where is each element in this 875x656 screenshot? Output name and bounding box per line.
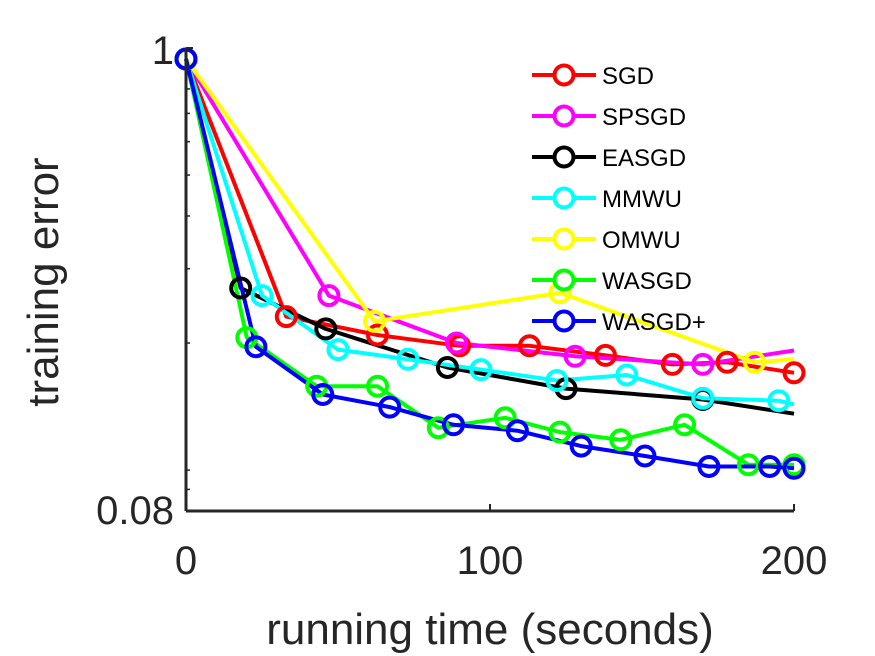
marker-wasgd-plus-6 [569, 434, 593, 458]
marker-wasgd-plus-10 [782, 456, 806, 480]
series-line-wasgd [184, 58, 794, 467]
marker-omwu-1 [363, 309, 386, 333]
marker-mmwu-3 [396, 347, 420, 371]
marker-sgd-1 [274, 305, 298, 329]
marker-wasgd-plus-7 [633, 444, 657, 468]
marker-wasgd-plus-4 [442, 413, 465, 437]
marker-sgd-7 [715, 350, 739, 374]
plot-lines [184, 57, 795, 471]
marker-spsgd-4 [691, 352, 715, 376]
marker-mmwu-5 [545, 369, 569, 392]
marker-mmwu-4 [469, 358, 493, 382]
legend-label-omwu: OMWU [602, 227, 681, 254]
marker-sgd-3 [448, 334, 472, 358]
marker-wasgd-7 [609, 428, 633, 452]
marker-sgd-6 [660, 352, 684, 376]
marker-wasgd-9 [736, 453, 760, 477]
x-tick-label-200: 200 [761, 539, 828, 583]
marker-spsgd-1 [317, 284, 341, 308]
marker-easgd-1 [229, 276, 253, 300]
x-tick-label-100: 100 [457, 539, 524, 583]
marker-wasgd-plus-8 [697, 455, 721, 478]
marker-wasgd-plus-1 [244, 335, 268, 359]
marker-wasgd-6 [548, 420, 572, 444]
legend: SGD SPSGD EASGD MMWU OMWU WASGD WASGD+ [532, 63, 706, 336]
legend-label-wasgd: WASGD [602, 268, 692, 295]
legend-label-mmwu: MMWU [602, 186, 682, 213]
series-line-wasgd-plus [184, 58, 795, 471]
legend-marker-sgd [552, 63, 576, 87]
legend-marker-wasgd-plus [552, 309, 576, 333]
marker-spsgd-2 [445, 331, 469, 355]
marker-wasgd-5 [493, 406, 517, 430]
marker-easgd-2 [314, 317, 338, 341]
legend-marker-spsgd [552, 104, 576, 128]
marker-spsgd-3 [563, 344, 587, 368]
series-line-mmwu [184, 58, 795, 407]
legend-marker-wasgd [552, 268, 576, 292]
marker-sgd-4 [518, 334, 541, 358]
legend-marker-mmwu [552, 186, 576, 210]
marker-wasgd-plus-2 [311, 383, 335, 406]
marker-mmwu-7 [691, 386, 715, 410]
legend-marker-omwu [552, 227, 576, 251]
y-tick-label-1: 1 [152, 29, 174, 73]
marker-mmwu-1 [250, 284, 274, 308]
marker-wasgd-3 [366, 374, 389, 398]
marker-mmwu-2 [326, 338, 350, 362]
marker-mmwu-6 [615, 363, 639, 387]
legend-marker-easgd [552, 145, 576, 169]
legend-label-sgd: SGD [602, 63, 654, 90]
x-axis-label: running time (seconds) [266, 605, 714, 654]
marker-wasgd-plus-5 [505, 419, 529, 443]
ticks [185, 47, 795, 512]
marker-wasgd-8 [673, 413, 697, 437]
marker-easgd-3 [435, 356, 459, 379]
legend-label-wasgd-plus: WASGD+ [602, 309, 706, 336]
legend-label-spsgd: SPSGD [602, 104, 686, 131]
marker-mmwu-8 [767, 389, 791, 413]
series-line-omwu [184, 57, 795, 365]
marker-wasgd-plus-9 [758, 455, 782, 478]
marker-sgd-2 [366, 323, 389, 347]
marker-sgd-8 [782, 361, 806, 385]
legend-label-easgd: EASGD [602, 145, 686, 172]
marker-wasgd-4 [426, 416, 450, 440]
marker-sgd-5 [594, 343, 617, 367]
marker-wasgd-plus-3 [378, 395, 402, 419]
marker-omwu-3 [743, 350, 766, 374]
y-axis-label: training error [19, 157, 68, 406]
y-tick-label-0.08: 0.08 [96, 489, 174, 533]
x-tick-label-0: 0 [175, 539, 197, 583]
